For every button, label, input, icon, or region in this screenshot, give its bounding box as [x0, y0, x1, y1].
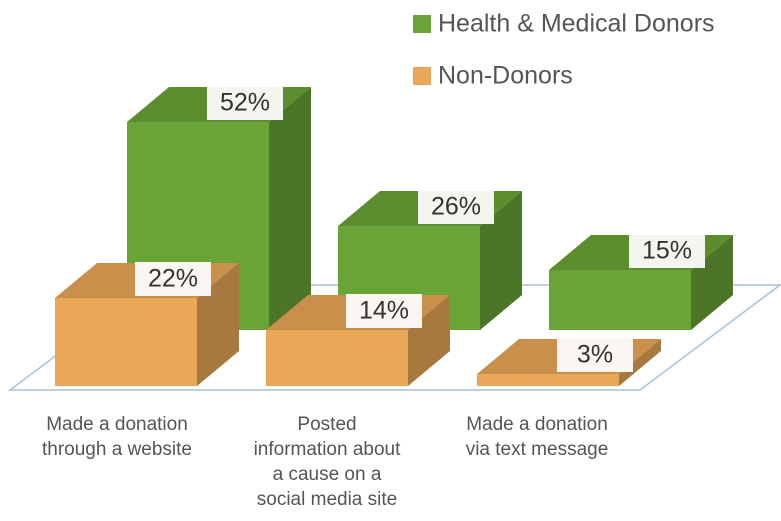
bar-side [691, 235, 733, 330]
value-label-box [207, 86, 283, 120]
x-tick-label: Made a donation via text message [465, 414, 609, 460]
value-label: 22% [148, 265, 198, 293]
value-label: 52% [220, 89, 270, 117]
bar-side [269, 87, 311, 330]
bar [549, 270, 691, 330]
value-label-box [346, 294, 422, 328]
bar-side [480, 191, 522, 330]
value-label: 26% [431, 193, 481, 221]
x-tick-label: Made a donation through a website [42, 414, 192, 460]
bar [55, 298, 197, 386]
value-label: 15% [642, 237, 692, 265]
value-label: 3% [577, 341, 613, 369]
bar-side [619, 339, 661, 386]
legend-swatch [413, 15, 431, 33]
value-label-box [557, 338, 633, 372]
value-label-box [135, 262, 211, 296]
legend-label: Health & Medical Donors [438, 10, 715, 38]
bar [266, 330, 408, 386]
bar [477, 374, 619, 386]
legend-swatch [413, 67, 431, 85]
legend-label: Non-Donors [438, 62, 573, 90]
value-label-box [418, 190, 494, 224]
value-label: 14% [359, 297, 409, 325]
bar-side [408, 295, 450, 386]
value-label-box [629, 234, 705, 268]
x-tick-label: Posted information about a cause on a so… [253, 414, 401, 510]
